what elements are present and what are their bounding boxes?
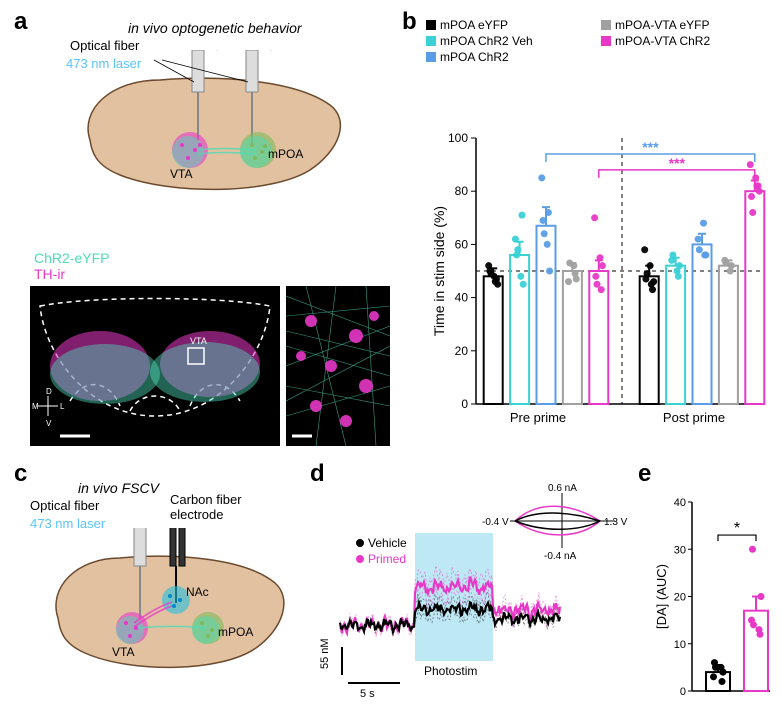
legend-item: mPOA ChR2 Veh [426, 34, 591, 48]
panel-label-c: c [14, 460, 27, 488]
th-ir-label: TH-ir [34, 266, 65, 282]
panel-label-a: a [14, 8, 27, 36]
panel-label-b: b [402, 8, 417, 36]
svg-text:mPOA: mPOA [268, 147, 303, 161]
svg-text:L: L [60, 402, 65, 411]
svg-text:Vehicle: Vehicle [368, 536, 407, 550]
svg-text:10: 10 [674, 639, 686, 651]
svg-text:100: 100 [448, 131, 468, 145]
svg-text:20: 20 [674, 592, 686, 604]
panel-c-schematic: in vivo FSCV Optical fiber 473 nm laser … [30, 480, 310, 700]
panel-e-chart: 0 10 20 30 40 [DA] (AUC) * [656, 478, 776, 703]
svg-text:0: 0 [680, 686, 686, 698]
panel-label-e: e [638, 460, 651, 488]
svg-text:Pre prime: Pre prime [510, 410, 566, 425]
svg-text:-0.4 V: -0.4 V [482, 517, 509, 528]
svg-text:***: *** [642, 139, 659, 155]
svg-text:1.3 V: 1.3 V [604, 517, 628, 528]
panel-a-title: in vivo optogenetic behavior [128, 20, 302, 36]
svg-text:VTA: VTA [112, 645, 134, 659]
brain-sagittal-c: VTA mPOA NAc [40, 528, 310, 688]
panel-d-traces: Vehicle Primed 55 nM 5 s Photostim 0.6 nA -0.4… [320, 475, 630, 705]
svg-text:60: 60 [455, 237, 469, 251]
svg-text:VTA: VTA [170, 167, 192, 181]
svg-text:55 nM: 55 nM [320, 638, 331, 669]
svg-text:M: M [32, 402, 39, 411]
svg-text:NAc: NAc [186, 585, 209, 599]
svg-text:0.6 nA: 0.6 nA [548, 483, 577, 494]
svg-text:Post prime: Post prime [663, 410, 725, 425]
svg-text:V: V [46, 419, 52, 428]
legend-item: mPOA ChR2 [426, 50, 591, 64]
chr2-eyfp-label: ChR2-eYFP [34, 250, 109, 266]
svg-text:D: D [46, 387, 52, 396]
svg-text:[DA] (AUC): [DA] (AUC) [656, 564, 669, 629]
svg-text:5 s: 5 s [360, 688, 375, 700]
panel-a-micrograph: ChR2-eYFP TH-ir VTA D V M L [30, 250, 390, 440]
svg-text:20: 20 [455, 344, 469, 358]
panel-c-title: in vivo FSCV [78, 480, 159, 496]
svg-text:Primed: Primed [368, 552, 406, 566]
svg-text:30: 30 [674, 544, 686, 556]
svg-text:Time in stim side (%): Time in stim side (%) [431, 206, 447, 336]
svg-text:40: 40 [674, 497, 686, 509]
legend-item: mPOA-VTA eYFP [601, 18, 766, 32]
legend-item: mPOA-VTA ChR2 [601, 34, 766, 48]
micrograph-zoom [286, 286, 390, 446]
panel-b-legend: mPOA eYFP mPOA-VTA eYFP mPOA ChR2 Veh mPOA-… [426, 18, 766, 66]
svg-text:Photostim: Photostim [424, 664, 477, 678]
svg-text:mPOA: mPOA [218, 625, 253, 639]
svg-text:*: * [734, 520, 740, 537]
svg-text:-0.4 nA: -0.4 nA [544, 551, 577, 562]
legend-item: mPOA eYFP [426, 18, 591, 32]
micrograph-wide: VTA D V M L [30, 286, 280, 446]
svg-text:0: 0 [461, 397, 468, 411]
optical-fiber-c: Optical fiber [30, 498, 99, 513]
svg-text:VTA: VTA [190, 336, 207, 346]
panel-a-schematic: in vivo optogenetic behavior Optical fib… [40, 20, 360, 220]
svg-text:***: *** [669, 155, 686, 171]
svg-text:80: 80 [455, 184, 469, 198]
panel-b-chart: 0 20 40 60 80 100 Time in stim side (%) Pre pri… [430, 90, 770, 440]
carbon-label: Carbon fiber electrode [170, 492, 242, 522]
brain-sagittal-a: VTA mPOA [70, 50, 370, 210]
svg-text:40: 40 [455, 291, 469, 305]
